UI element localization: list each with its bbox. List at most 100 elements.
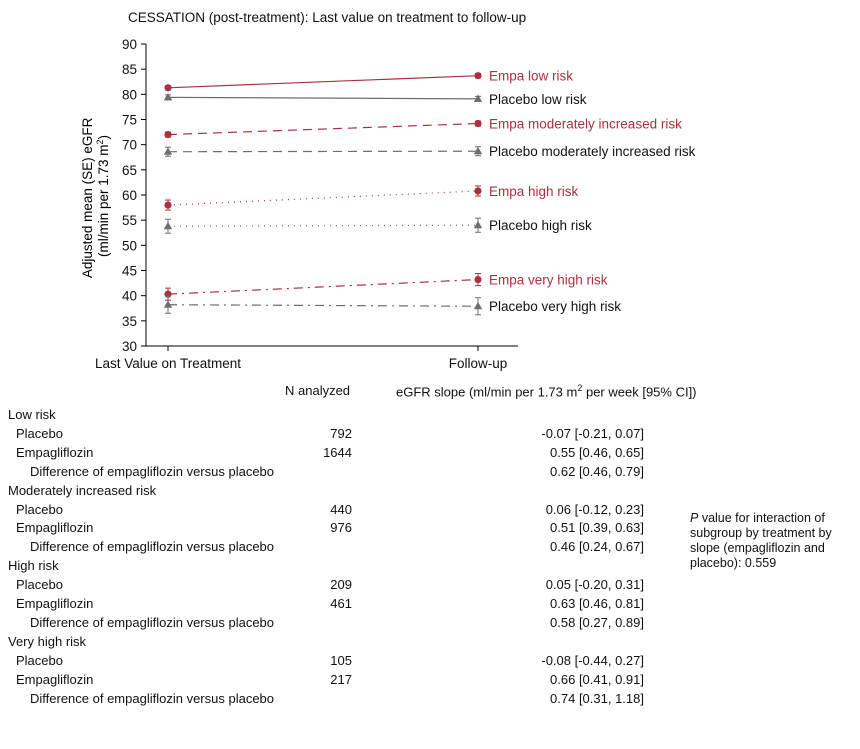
row-slope: 0.66 [0.41, 0.91] (550, 671, 644, 687)
col-header-slope-sup: 2 (577, 383, 583, 393)
x-tick-label: Follow-up (449, 356, 508, 371)
data-point (473, 146, 483, 155)
row-label: Difference of empagliflozin versus place… (30, 539, 275, 555)
table-row: Difference of empagliflozin versus place… (0, 615, 860, 634)
row-slope: 0.55 [0.46, 0.65] (550, 444, 644, 460)
y-tick-label: 60 (122, 188, 137, 203)
y-axis-label-line2-post: ) (96, 135, 111, 140)
series-line (167, 75, 479, 89)
row-label: High risk (8, 558, 59, 574)
row-slope: 0.63 [0.46, 0.81] (550, 596, 644, 611)
series-line (167, 190, 479, 206)
data-point (474, 119, 482, 128)
x-tick-label: Last Value on Treatment (95, 356, 241, 371)
series-label: Placebo low risk (489, 92, 587, 107)
row-n-analyzed: 440 (330, 501, 352, 517)
series-label: Empa moderately increased risk (489, 117, 682, 132)
data-point (164, 84, 172, 92)
table-group-row: High risk (0, 558, 860, 577)
table-group-row: Low risk (0, 407, 860, 426)
data-point (163, 300, 173, 308)
row-label: Empagliflozin (16, 444, 94, 460)
row-label: Placebo (16, 501, 63, 517)
data-point (473, 220, 483, 229)
data-point (474, 275, 482, 284)
chart-svg: 30 35 40 45 50 55 60 65 70 75 80 85 90 Last Value on … (80, 37, 696, 371)
row-n-analyzed: 461 (330, 596, 352, 611)
y-axis-label-line2-pre: (ml/min per 1.73 m (96, 144, 111, 257)
row-n-analyzed: 217 (330, 671, 352, 687)
interaction-note: P value for interaction of subgroup by t… (690, 511, 860, 571)
col-header-slope-post: per week [95% CI]) (582, 384, 697, 400)
note-p-letter: P (690, 511, 699, 525)
y-tick-label: 80 (122, 87, 137, 102)
y-tick-label: 55 (122, 213, 137, 228)
y-axis-label: Adjusted mean (SE) eGFR (ml/min per 1.73… (80, 114, 111, 278)
data-point (474, 72, 482, 80)
table-group-row: Very high risk (0, 634, 860, 653)
table-row: Placebo 105 -0.08 [-0.44, 0.27] (0, 653, 860, 672)
series-line (167, 96, 479, 100)
series-empa-very-high-risk: Empa very high risk (164, 273, 608, 301)
row-label: Placebo (16, 652, 63, 668)
y-tick-label: 30 (122, 339, 137, 354)
table-row: Empagliflozin 461 0.63 [0.46, 0.81] (0, 596, 860, 615)
row-slope: 0.06 [-0.12, 0.23] (545, 501, 644, 517)
row-label: Difference of empagliflozin versus place… (30, 463, 275, 479)
row-label: Placebo (16, 577, 63, 593)
series-label: Placebo high risk (489, 218, 592, 233)
series-label: Placebo very high risk (489, 299, 621, 314)
table-row: Difference of empagliflozin versus place… (0, 691, 860, 710)
row-slope: -0.08 [-0.44, 0.27] (541, 652, 644, 668)
data-point (474, 187, 482, 195)
row-label: Placebo (16, 425, 63, 441)
series-line (167, 150, 479, 153)
row-slope: 0.62 [0.46, 0.79] (550, 463, 644, 479)
data-point (163, 221, 173, 230)
col-header-n: N analyzed (285, 383, 351, 398)
row-label: Difference of empagliflozin versus place… (30, 690, 275, 706)
row-slope: 0.58 [0.27, 0.89] (550, 614, 644, 630)
y-axis-label-sup: 2 (95, 139, 105, 144)
series-placebo-low-risk: Placebo low risk (163, 92, 587, 107)
series-line (167, 278, 479, 295)
y-tick-label: 35 (122, 314, 137, 329)
table-row: Placebo 440 0.06 [-0.12, 0.23] (0, 502, 860, 521)
row-label: Very high risk (8, 633, 87, 649)
table-row: Placebo 209 0.05 [-0.20, 0.31] (0, 577, 860, 596)
series-label: Placebo moderately increased risk (489, 144, 696, 159)
chart-axes: 30 35 40 45 50 55 60 65 70 75 80 85 90 Last Value on … (95, 37, 518, 371)
series-line (167, 304, 479, 307)
row-label: Difference of empagliflozin versus place… (30, 614, 275, 630)
row-slope: 0.05 [-0.20, 0.31] (545, 577, 644, 593)
y-tick-label: 40 (122, 289, 137, 304)
row-slope: 0.46 [0.24, 0.67] (550, 539, 644, 555)
y-tick-label: 45 (122, 264, 137, 279)
series-placebo-high-risk: Placebo high risk (163, 217, 592, 234)
table-row: Difference of empagliflozin versus place… (0, 539, 860, 558)
y-tick-label: 50 (122, 238, 137, 253)
data-point (163, 147, 173, 155)
row-label: Moderately increased risk (8, 482, 157, 498)
series-label: Empa high risk (489, 184, 579, 199)
row-label: Empagliflozin (16, 671, 94, 687)
table-row: Placebo 792 -0.07 [-0.21, 0.07] (0, 426, 860, 445)
row-n-analyzed: 792 (330, 425, 352, 441)
y-tick-label: 70 (122, 138, 137, 153)
note-text: value for interaction of subgroup by tre… (690, 511, 832, 570)
row-n-analyzed: 209 (330, 577, 352, 593)
row-slope: 0.74 [0.31, 1.18] (550, 690, 644, 706)
series-label: Empa low risk (489, 69, 573, 84)
series-line (167, 122, 479, 136)
data-point (163, 92, 173, 101)
series-empa-low-risk: Empa low risk (164, 69, 573, 92)
row-label: Empagliflozin (16, 520, 94, 536)
series-line (167, 224, 479, 227)
data-point (164, 131, 172, 139)
y-tick-label: 65 (122, 163, 137, 178)
series-empa-high-risk: Empa high risk (164, 184, 579, 211)
data-point (473, 301, 483, 310)
row-slope: 0.51 [0.39, 0.63] (550, 520, 644, 536)
table-row: Empagliflozin 1644 0.55 [0.46, 0.65] (0, 445, 860, 464)
y-axis-label-line1: Adjusted mean (SE) eGFR (80, 117, 95, 278)
